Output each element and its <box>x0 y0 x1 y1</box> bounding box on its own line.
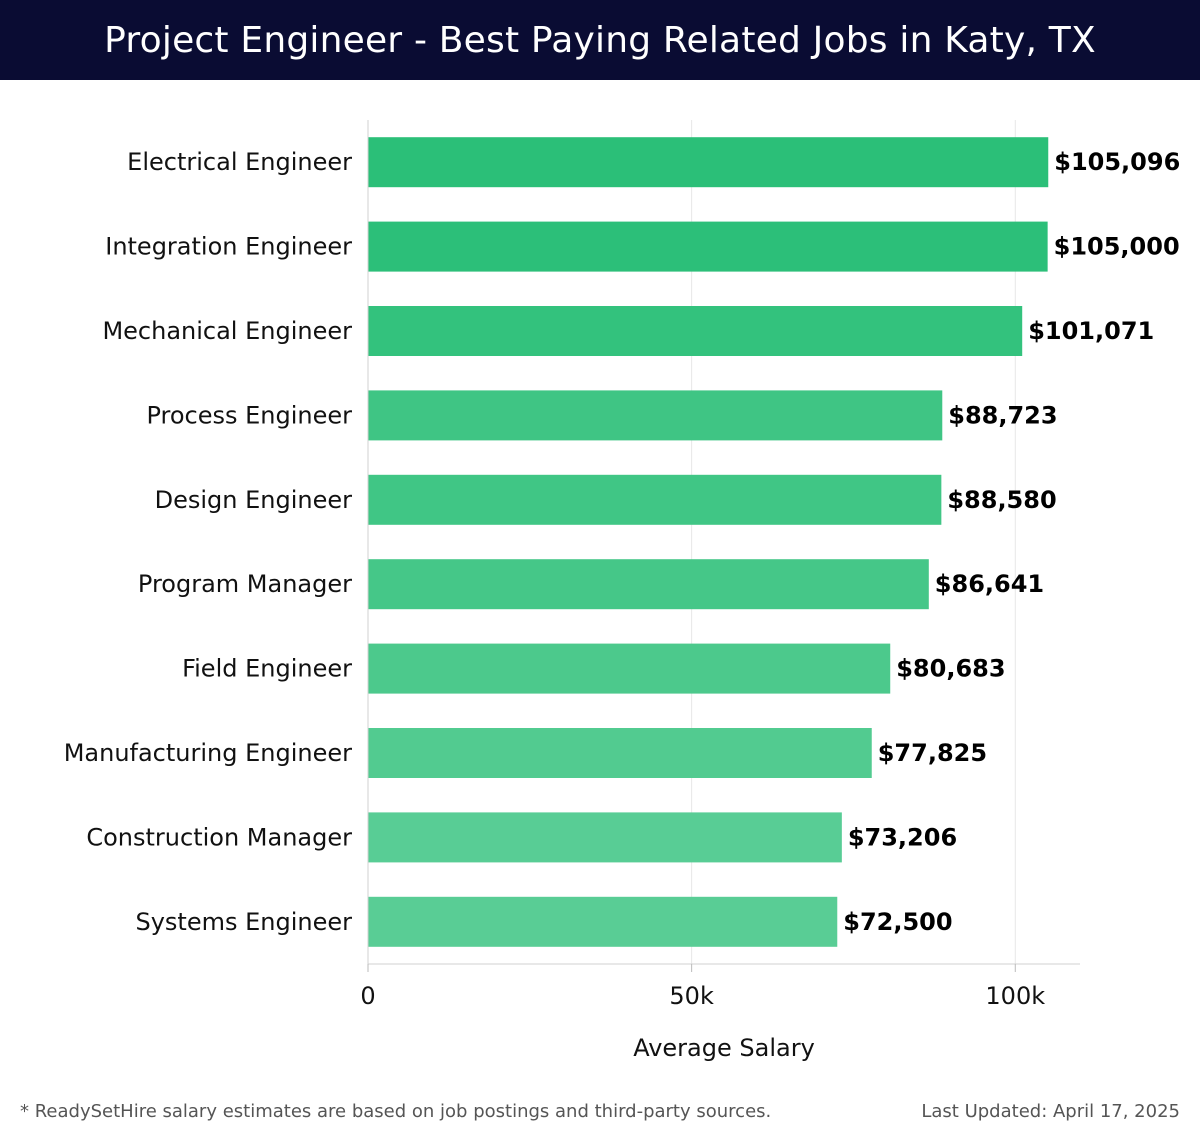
bar-5 <box>368 559 929 610</box>
category-label-3: Process Engineer <box>146 401 352 429</box>
value-label-2: $101,071 <box>1028 317 1154 345</box>
x-axis-title: Average Salary <box>633 1034 815 1062</box>
chart-header: Project Engineer - Best Paying Related J… <box>0 0 1200 80</box>
bar-6 <box>368 643 891 694</box>
value-label-4: $88,580 <box>947 486 1056 514</box>
category-label-8: Construction Manager <box>86 823 352 851</box>
category-label-1: Integration Engineer <box>105 233 352 261</box>
chart-title: Project Engineer - Best Paying Related J… <box>104 19 1096 61</box>
last-updated: Last Updated: April 17, 2025 <box>921 1101 1180 1122</box>
category-label-9: Systems Engineer <box>135 908 352 936</box>
bar-0 <box>368 137 1049 188</box>
value-label-3: $88,723 <box>948 401 1057 429</box>
value-label-8: $73,206 <box>848 823 957 851</box>
category-label-7: Manufacturing Engineer <box>64 739 352 767</box>
bar-1 <box>368 221 1048 272</box>
category-label-0: Electrical Engineer <box>127 148 352 176</box>
category-label-6: Field Engineer <box>182 655 352 683</box>
category-label-5: Program Manager <box>138 570 352 598</box>
category-label-2: Mechanical Engineer <box>102 317 352 345</box>
bar-4 <box>368 474 942 525</box>
value-label-9: $72,500 <box>843 908 952 936</box>
value-label-1: $105,000 <box>1054 233 1180 261</box>
bar-8 <box>368 812 842 863</box>
category-label-4: Design Engineer <box>155 486 353 514</box>
bar-chart: Electrical Engineer $105,096 Integration E… <box>64 120 1180 1062</box>
value-label-0: $105,096 <box>1054 148 1180 176</box>
bar-7 <box>368 728 872 778</box>
bar-9 <box>368 896 838 947</box>
bar-3 <box>368 390 943 441</box>
x-tick-label-1: 50k <box>669 982 714 1010</box>
value-label-5: $86,641 <box>935 570 1044 598</box>
value-label-6: $80,683 <box>896 655 1005 683</box>
x-tick-label-0: 0 <box>360 982 375 1010</box>
x-tick-label-2: 100k <box>985 982 1045 1010</box>
source-footnote: * ReadySetHire salary estimates are base… <box>20 1101 772 1122</box>
bar-2 <box>368 306 1023 356</box>
value-label-7: $77,825 <box>878 739 987 767</box>
